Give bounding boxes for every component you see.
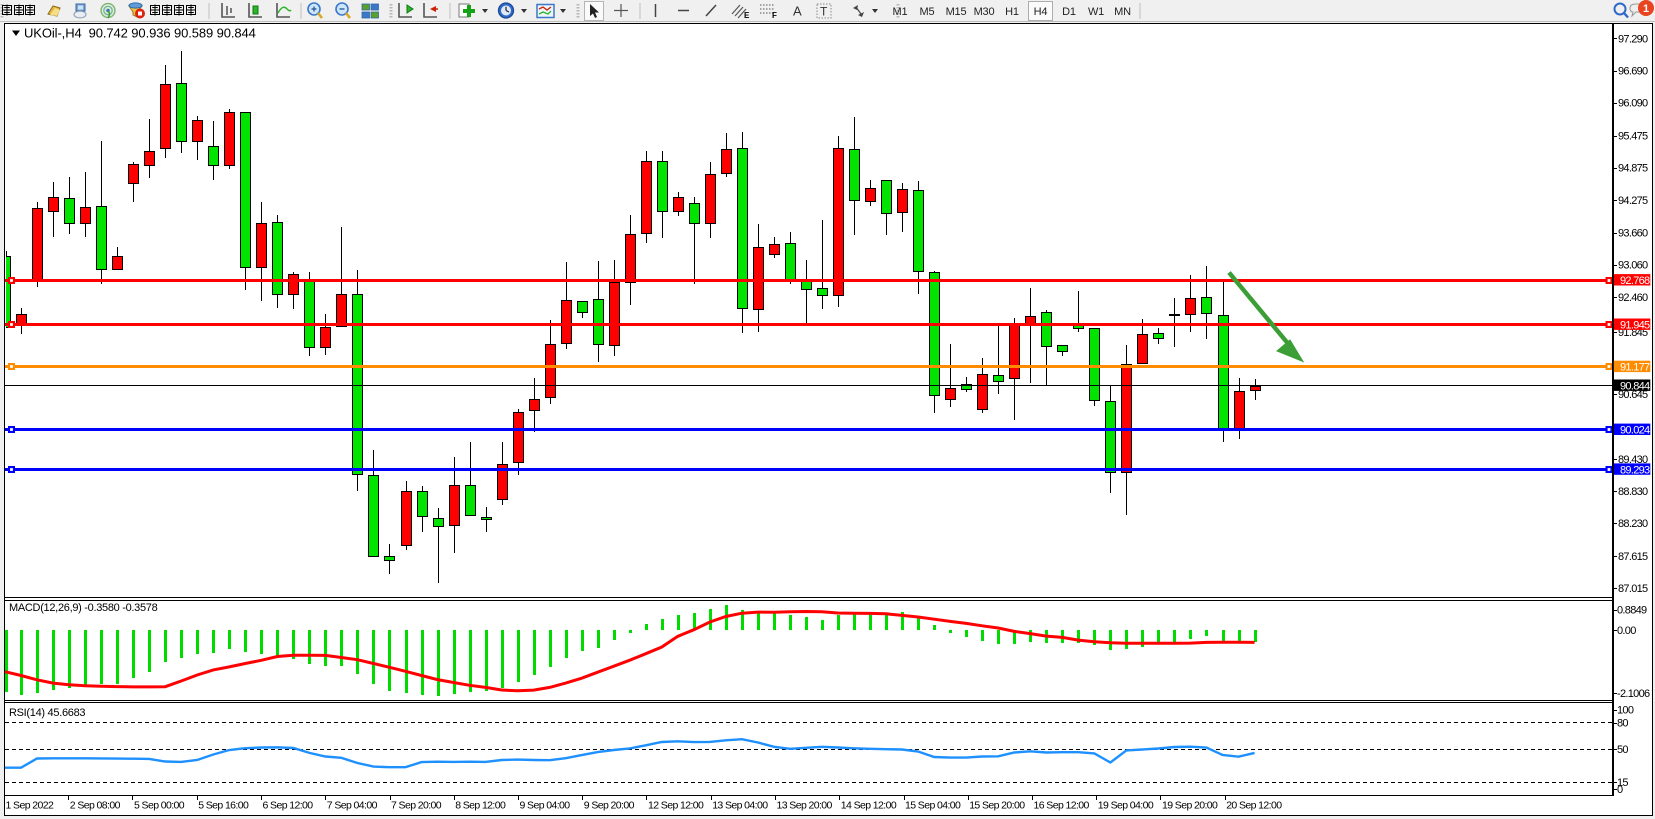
svg-text:E: E — [744, 11, 750, 20]
svg-text:15 Sep 04:00: 15 Sep 04:00 — [905, 800, 961, 812]
svg-text:0.8849: 0.8849 — [1617, 605, 1647, 617]
svg-text:90.645: 90.645 — [1618, 389, 1648, 401]
svg-text:14 Sep 12:00: 14 Sep 12:00 — [841, 800, 897, 812]
svg-text:92.768: 92.768 — [1620, 275, 1650, 287]
svg-text:89.430: 89.430 — [1618, 454, 1648, 466]
svg-text:91.177: 91.177 — [1620, 362, 1650, 374]
svg-text:-2.1006: -2.1006 — [1617, 688, 1650, 700]
svg-text:H4: H4 — [1034, 6, 1048, 18]
svg-text:UKOil-,H4 90.742 90.936 90.58: UKOil-,H4 90.742 90.936 90.589 90.844 — [24, 26, 256, 41]
svg-text:0.00: 0.00 — [1617, 625, 1636, 637]
svg-text:7 Sep 20:00: 7 Sep 20:00 — [391, 800, 442, 812]
svg-text:7 Sep 04:00: 7 Sep 04:00 — [327, 800, 378, 812]
svg-text:A: A — [793, 4, 802, 19]
svg-text:91.945: 91.945 — [1620, 319, 1650, 331]
svg-text:87.015: 87.015 — [1618, 583, 1648, 595]
svg-text:12 Sep 12:00: 12 Sep 12:00 — [648, 800, 704, 812]
svg-text:1: 1 — [1643, 3, 1649, 15]
svg-text:93.060: 93.060 — [1618, 260, 1648, 272]
svg-text:M30: M30 — [974, 6, 995, 18]
svg-text:13 Sep 04:00: 13 Sep 04:00 — [712, 800, 768, 812]
svg-text:96.090: 96.090 — [1618, 98, 1648, 110]
svg-text:15: 15 — [1617, 777, 1628, 789]
svg-text:88.230: 88.230 — [1618, 518, 1648, 530]
svg-text:D1: D1 — [1062, 6, 1076, 18]
svg-text:RSI(14) 45.6683: RSI(14) 45.6683 — [9, 707, 85, 719]
svg-text:93.660: 93.660 — [1618, 228, 1648, 240]
svg-text:5 Sep 00:00: 5 Sep 00:00 — [134, 800, 185, 812]
svg-text:MACD(12,26,9) -0.3580 -0.3578: MACD(12,26,9) -0.3580 -0.3578 — [9, 602, 158, 614]
svg-text:W1: W1 — [1088, 6, 1104, 18]
svg-text:13 Sep 20:00: 13 Sep 20:00 — [777, 800, 833, 812]
svg-text:20 Sep 12:00: 20 Sep 12:00 — [1226, 800, 1282, 812]
svg-text:91.845: 91.845 — [1618, 327, 1648, 339]
svg-text:0: 0 — [1617, 784, 1623, 796]
svg-text:97.290: 97.290 — [1618, 34, 1648, 46]
svg-text:19 Sep 04:00: 19 Sep 04:00 — [1098, 800, 1154, 812]
svg-text:96.690: 96.690 — [1618, 66, 1648, 78]
svg-text:9 Sep 20:00: 9 Sep 20:00 — [584, 800, 635, 812]
svg-text:T: T — [820, 5, 828, 19]
svg-text:M15: M15 — [946, 6, 967, 18]
svg-text:M5: M5 — [920, 6, 935, 18]
svg-text:95.475: 95.475 — [1618, 131, 1648, 143]
svg-text:89.293: 89.293 — [1620, 464, 1650, 476]
svg-text:9 Sep 04:00: 9 Sep 04:00 — [520, 800, 571, 812]
svg-text:88.830: 88.830 — [1618, 486, 1648, 498]
svg-text:50: 50 — [1617, 744, 1628, 756]
svg-text:94.875: 94.875 — [1618, 163, 1648, 175]
svg-text:90.844: 90.844 — [1620, 380, 1650, 392]
svg-text:M1: M1 — [893, 6, 908, 18]
svg-text:100: 100 — [1617, 705, 1634, 717]
svg-text:92.460: 92.460 — [1618, 292, 1648, 304]
svg-text:MN: MN — [1114, 6, 1131, 18]
svg-text:6 Sep 12:00: 6 Sep 12:00 — [263, 800, 314, 812]
svg-text:90.024: 90.024 — [1620, 425, 1650, 437]
svg-text:2 Sep 08:00: 2 Sep 08:00 — [70, 800, 121, 812]
svg-text:5 Sep 16:00: 5 Sep 16:00 — [198, 800, 249, 812]
svg-text:94.275: 94.275 — [1618, 195, 1648, 207]
svg-text:16 Sep 12:00: 16 Sep 12:00 — [1034, 800, 1090, 812]
svg-text:8 Sep 12:00: 8 Sep 12:00 — [455, 800, 506, 812]
svg-text:1 Sep 2022: 1 Sep 2022 — [6, 800, 54, 812]
svg-text:80: 80 — [1617, 718, 1628, 730]
svg-text:87.615: 87.615 — [1618, 551, 1648, 563]
svg-text:H1: H1 — [1005, 6, 1019, 18]
svg-text:F: F — [772, 11, 777, 20]
svg-text:19 Sep 20:00: 19 Sep 20:00 — [1162, 800, 1218, 812]
svg-text:15 Sep 20:00: 15 Sep 20:00 — [969, 800, 1025, 812]
